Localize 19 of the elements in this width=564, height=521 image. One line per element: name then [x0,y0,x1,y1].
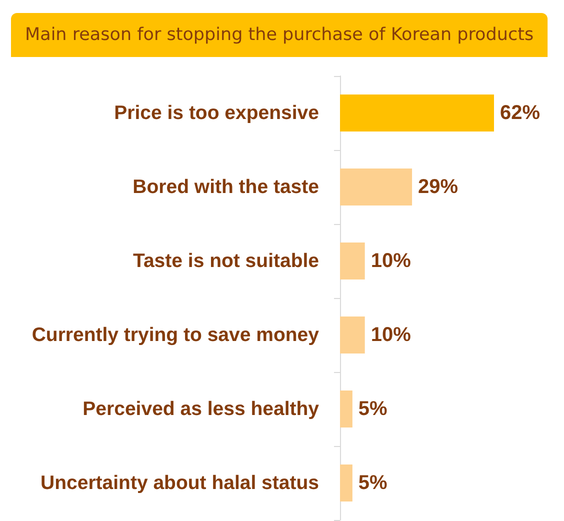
data-label: 10% [370,250,412,272]
chart-title: Main reason for stopping the purchase of Korean products [25,25,534,45]
data-label: 5% [358,472,388,494]
y-tick-label: Taste is not suitable [132,250,320,272]
bar [340,390,352,428]
y-tick-label: Perceived as less healthy [82,398,320,420]
y-tick-label: Uncertainty about halal status [40,472,320,494]
bar [340,316,365,354]
data-label: 10% [370,324,412,346]
bar [340,168,412,206]
bar [340,94,494,132]
data-label: 29% [418,176,458,198]
y-tick-label: Price is too expensive [114,102,320,124]
bar [340,242,365,280]
data-label: 62% [500,102,540,124]
bar [340,464,352,502]
data-label: 5% [358,398,388,420]
y-tick-label: Currently trying to save money [32,324,320,346]
y-tick-label: Bored with the taste [132,176,320,198]
